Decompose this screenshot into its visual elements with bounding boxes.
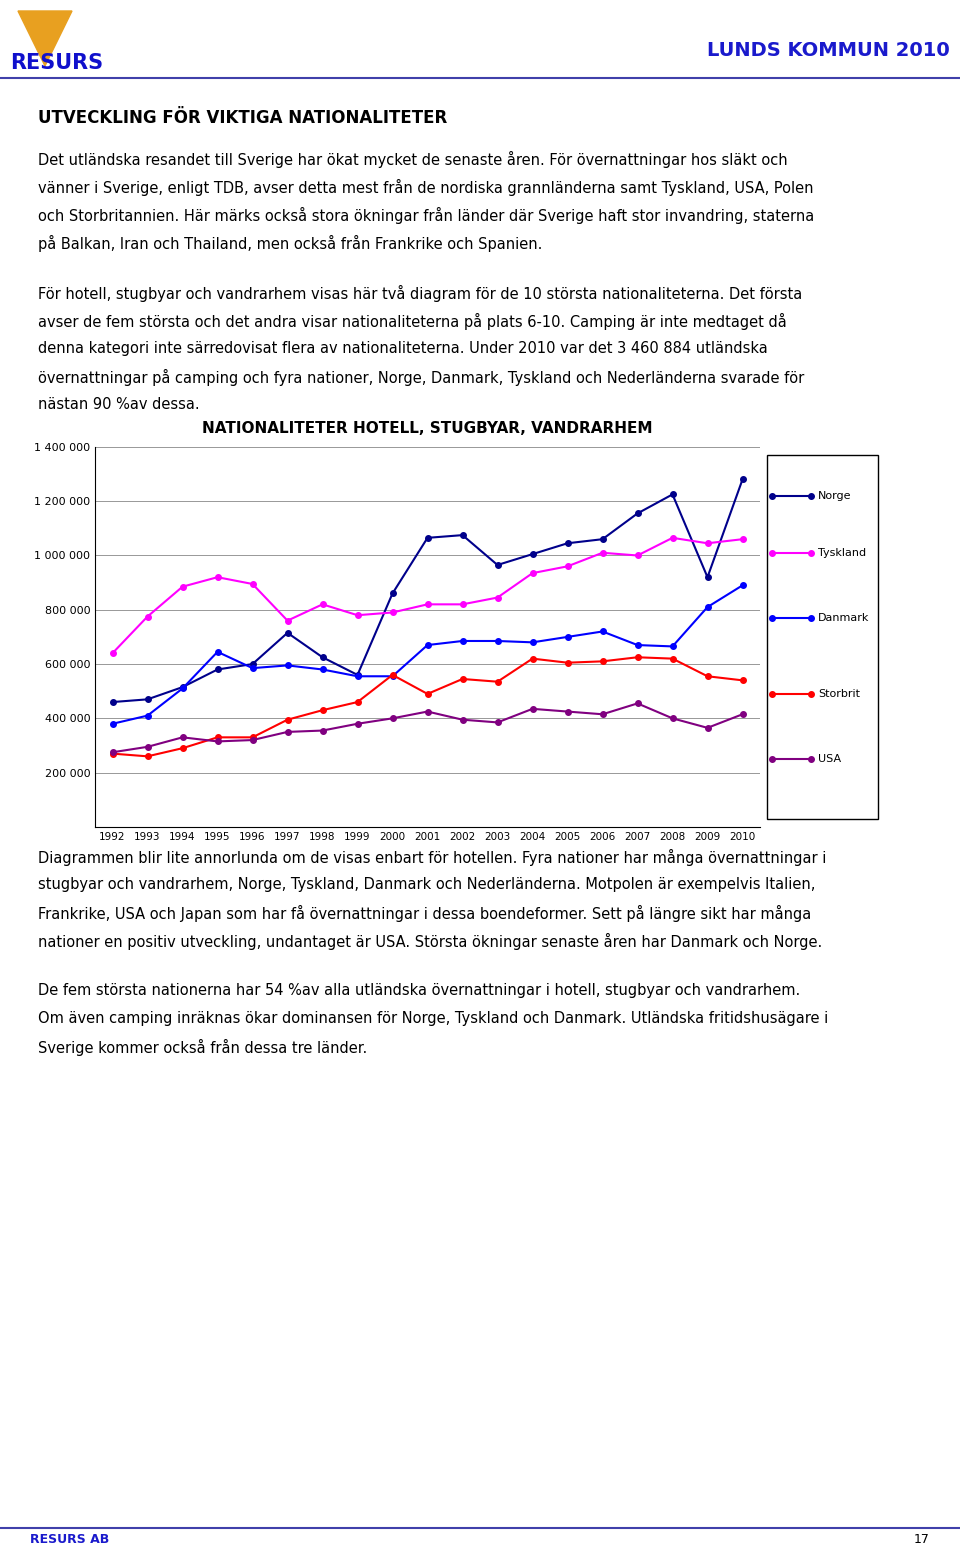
Text: Norge: Norge [818, 492, 852, 501]
Text: nästan 90 %av dessa.: nästan 90 %av dessa. [38, 397, 200, 412]
Text: Det utländska resandet till Sverige har ökat mycket de senaste åren. För övernat: Det utländska resandet till Sverige har … [38, 151, 787, 168]
Text: De fem största nationerna har 54 %av alla utländska övernattningar i hotell, stu: De fem största nationerna har 54 %av all… [38, 983, 801, 997]
Polygon shape [18, 11, 72, 65]
Text: avser de fem största och det andra visar nationaliteterna på plats 6-10. Camping: avser de fem största och det andra visar… [38, 313, 787, 330]
Text: UTVECKLING FÖR VIKTIGA NATIONALITETER: UTVECKLING FÖR VIKTIGA NATIONALITETER [38, 109, 447, 128]
Text: USA: USA [818, 753, 841, 764]
Text: Tyskland: Tyskland [818, 548, 866, 559]
FancyBboxPatch shape [767, 454, 877, 820]
Text: övernattningar på camping och fyra nationer, Norge, Danmark, Tyskland och Nederl: övernattningar på camping och fyra natio… [38, 369, 804, 386]
Text: nationer en positiv utveckling, undantaget är USA. Största ökningar senaste åren: nationer en positiv utveckling, undantag… [38, 934, 823, 949]
Text: och Storbritannien. Här märks också stora ökningar från länder där Sverige haft : och Storbritannien. Här märks också stor… [38, 207, 814, 224]
Text: stugbyar och vandrarhem, Norge, Tyskland, Danmark och Nederländerna. Motpolen är: stugbyar och vandrarhem, Norge, Tyskland… [38, 878, 815, 892]
Text: Danmark: Danmark [818, 613, 869, 622]
Text: Diagrammen blir lite annorlunda om de visas enbart för hotellen. Fyra nationer h: Diagrammen blir lite annorlunda om de vi… [38, 850, 827, 867]
Title: NATIONALITETER HOTELL, STUGBYAR, VANDRARHEM: NATIONALITETER HOTELL, STUGBYAR, VANDRAR… [203, 422, 653, 436]
Text: LUNDS KOMMUN 2010: LUNDS KOMMUN 2010 [708, 42, 950, 61]
Text: Frankrike, USA och Japan som har få övernattningar i dessa boendeformer. Sett på: Frankrike, USA och Japan som har få över… [38, 906, 811, 921]
Text: För hotell, stugbyar och vandrarhem visas här två diagram för de 10 största nati: För hotell, stugbyar och vandrarhem visa… [38, 285, 803, 302]
Text: Storbrit: Storbrit [818, 689, 860, 699]
Text: denna kategori inte särredovisat flera av nationaliteterna. Under 2010 var det 3: denna kategori inte särredovisat flera a… [38, 341, 768, 356]
Text: på Balkan, Iran och Thailand, men också från Frankrike och Spanien.: på Balkan, Iran och Thailand, men också … [38, 235, 542, 252]
Text: 17: 17 [914, 1533, 930, 1547]
Text: Om även camping inräknas ökar dominansen för Norge, Tyskland och Danmark. Utländ: Om även camping inräknas ökar dominansen… [38, 1011, 828, 1025]
Text: RESURS: RESURS [10, 53, 103, 73]
Text: Sverige kommer också från dessa tre länder.: Sverige kommer också från dessa tre länd… [38, 1039, 368, 1057]
Text: RESURS AB: RESURS AB [30, 1533, 109, 1547]
Text: vänner i Sverige, enligt TDB, avser detta mest från de nordiska grannländerna sa: vänner i Sverige, enligt TDB, avser dett… [38, 179, 813, 196]
